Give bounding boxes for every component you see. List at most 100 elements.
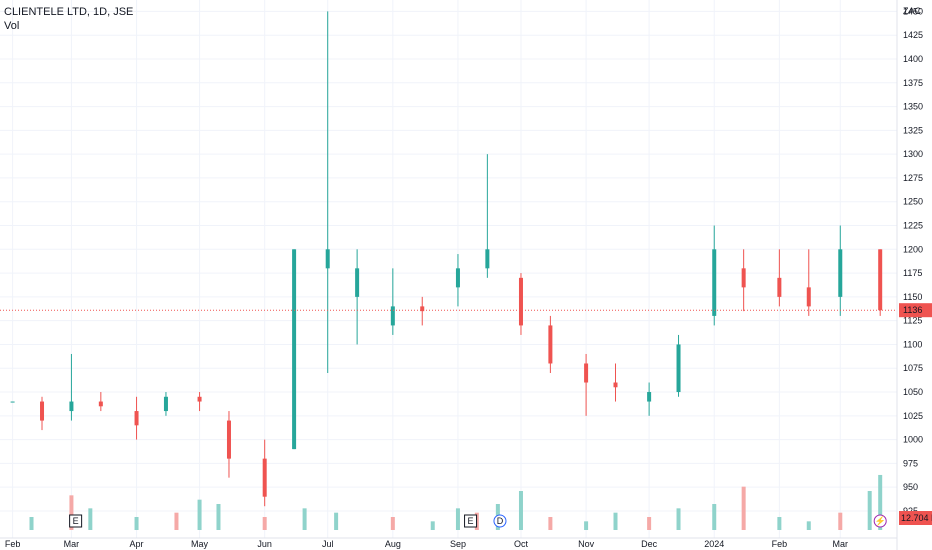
price-tick-label: 975 — [903, 458, 918, 468]
volume-bar — [334, 512, 339, 530]
price-tick-label: 1375 — [903, 78, 923, 88]
volume-bar — [584, 521, 589, 530]
candle-body — [292, 249, 297, 450]
volume-bar — [262, 517, 267, 530]
axis-badges: 1136 12.704 K — [899, 303, 932, 525]
time-axis[interactable]: Feb Mar Apr May Jun Jul Aug Sep Oct Nov Dec 2024 Feb… — [0, 537, 897, 549]
time-tick-label: May — [191, 539, 209, 549]
price-tick-label: 1175 — [903, 268, 922, 278]
candle-body — [420, 306, 425, 312]
volume-bar — [197, 499, 202, 530]
price-tick-label: 1450 — [903, 6, 923, 16]
time-tick-label: Feb — [5, 539, 21, 549]
price-tick-label: 1000 — [903, 435, 923, 445]
candle-body — [163, 396, 168, 412]
volume-bar — [302, 508, 307, 530]
candle-body — [197, 396, 202, 402]
volume-bar — [647, 517, 652, 530]
event-marker-label: E — [468, 516, 474, 526]
price-tick-label: 925 — [903, 506, 918, 516]
price-tick-label: 1350 — [903, 102, 923, 112]
candle-body — [262, 458, 267, 497]
volume-bar — [741, 486, 746, 530]
volume-bar — [455, 508, 460, 530]
candle-body — [676, 344, 681, 393]
volume-bar — [69, 495, 74, 530]
volume-bar — [29, 517, 34, 530]
volume-bar — [548, 517, 553, 530]
volume-bar — [676, 508, 681, 530]
candle-body — [712, 249, 717, 316]
candle-body — [613, 382, 618, 388]
earnings-marker — [69, 514, 83, 528]
volume-badge — [899, 511, 932, 525]
candle-body — [134, 411, 139, 426]
volume-bar — [518, 491, 523, 530]
price-tick-label: 1425 — [903, 30, 923, 40]
candle-body — [10, 401, 15, 403]
price-tick-label: 1050 — [903, 387, 923, 397]
volume-bar — [838, 512, 843, 530]
time-tick-label: Apr — [130, 539, 144, 549]
candle-body — [455, 268, 460, 288]
last-price-label: 1136 — [903, 305, 922, 315]
dividend-marker — [493, 514, 507, 528]
volume-bar — [613, 512, 618, 530]
price-tick-label: 1150 — [903, 292, 922, 302]
candle-body — [741, 268, 746, 288]
event-marker-label: ⚡ — [875, 515, 886, 527]
event-marker-label: D — [497, 516, 504, 526]
volume-badge-label: 12.704 K — [901, 513, 932, 523]
event-marker — [873, 514, 887, 528]
volume-bars — [29, 474, 883, 530]
price-tick-label: 1075 — [903, 363, 923, 373]
volume-bar — [867, 491, 872, 530]
candle-body — [878, 249, 883, 311]
volume-bar — [806, 521, 811, 530]
volume-bar — [174, 512, 179, 530]
candle-body — [390, 306, 395, 326]
volume-bar — [712, 504, 717, 530]
price-tick-label: 1325 — [903, 125, 923, 135]
earnings-marker — [464, 514, 478, 528]
candle-body — [98, 401, 103, 407]
candles — [10, 11, 883, 507]
time-tick-label: Mar — [833, 539, 849, 549]
price-tick-label: 1250 — [903, 197, 923, 207]
event-marker-label: E — [73, 516, 79, 526]
candle-body — [226, 420, 231, 459]
candle-body — [325, 249, 330, 269]
time-tick-label: Mar — [64, 539, 80, 549]
last-price-badge — [899, 303, 932, 318]
volume-bar — [777, 517, 782, 530]
price-tick-label: 950 — [903, 482, 918, 492]
candle-body — [40, 401, 45, 421]
time-tick-label: Nov — [578, 539, 595, 549]
candle-body — [584, 363, 589, 383]
time-tick-label: Dec — [641, 539, 658, 549]
time-tick-label: Feb — [772, 539, 788, 549]
candle-body — [838, 249, 843, 297]
volume-bar — [390, 517, 395, 530]
volume-bar — [134, 517, 139, 530]
candle-body — [355, 268, 360, 297]
candle-body — [548, 325, 553, 364]
candle-body — [485, 249, 490, 269]
time-tick-label: 2024 — [704, 539, 724, 549]
price-tick-label: 1300 — [903, 149, 923, 159]
volume-bar — [878, 474, 883, 530]
volume-bar — [88, 508, 93, 530]
currency-label: ZAC — [903, 6, 922, 16]
candle-body — [806, 287, 811, 307]
price-tick-label: 1225 — [903, 221, 923, 231]
volume-bar — [216, 504, 221, 530]
price-axis[interactable]: 925 950 975 1000 1025 1050 1075 1100 1125 1150 117… — [896, 0, 923, 550]
time-tick-label: Aug — [385, 539, 401, 549]
time-tick-label: Sep — [450, 539, 466, 549]
candle-body — [647, 392, 652, 402]
time-tick-label: Jun — [257, 539, 272, 549]
candle-body — [777, 277, 782, 297]
symbol-title: CLIENTELE LTD, 1D, JSE — [4, 6, 134, 18]
